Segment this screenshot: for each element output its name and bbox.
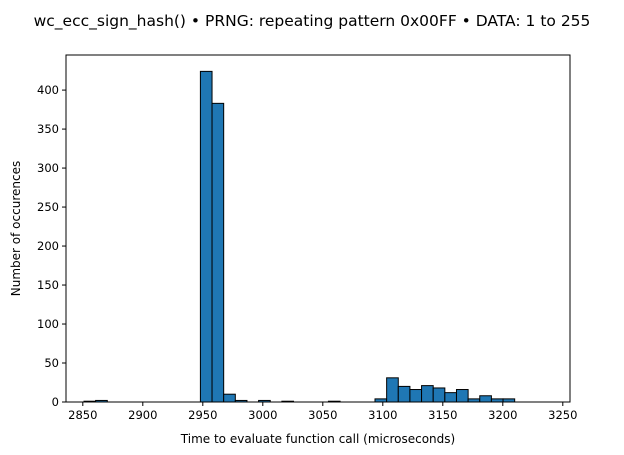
- y-tick-label: 250: [37, 200, 59, 214]
- histogram-bar: [421, 385, 434, 403]
- histogram-bar: [386, 377, 399, 403]
- histogram-bar: [444, 392, 457, 403]
- y-axis-ticks: 0 50 100 150 200 250 300 350 400: [37, 83, 66, 409]
- histogram-bar: [432, 387, 446, 403]
- x-axis-label: Time to evaluate function call (microsec…: [180, 432, 455, 446]
- y-axis-label: Number of occurences: [9, 161, 23, 296]
- x-tick-label: 2850: [68, 408, 97, 422]
- y-tick-label: 350: [37, 122, 59, 136]
- x-tick-label: 3200: [488, 408, 517, 422]
- plot-frame: [65, 54, 571, 403]
- histogram-bar: [199, 70, 213, 403]
- histogram-bar: [409, 389, 423, 403]
- y-tick-label: 0: [52, 395, 59, 409]
- chart-title: wc_ecc_sign_hash() • PRNG: repeating pat…: [34, 12, 591, 31]
- y-tick-label: 200: [37, 239, 59, 253]
- bars-group: [83, 70, 516, 403]
- y-tick-label: 150: [37, 278, 59, 292]
- x-axis-ticks: 2850 2900 2950 3000 3050 3100 3150 3200 3250: [68, 402, 577, 422]
- histogram-bar: [455, 389, 469, 403]
- histogram-bar: [479, 395, 492, 403]
- x-tick-label: 3250: [548, 408, 577, 422]
- x-tick-label: 3150: [428, 408, 457, 422]
- y-tick-label: 300: [37, 161, 59, 175]
- x-tick-label: 2950: [188, 408, 217, 422]
- histogram-bar: [211, 102, 225, 403]
- histogram-bar: [223, 393, 236, 403]
- y-tick-label: 400: [37, 83, 59, 97]
- y-tick-label: 100: [37, 317, 59, 331]
- histogram-bar: [397, 385, 411, 403]
- x-tick-label: 3000: [248, 408, 277, 422]
- x-tick-label: 3050: [308, 408, 337, 422]
- x-tick-label: 3100: [368, 408, 397, 422]
- y-tick-label: 50: [44, 356, 59, 370]
- x-tick-label: 2900: [128, 408, 157, 422]
